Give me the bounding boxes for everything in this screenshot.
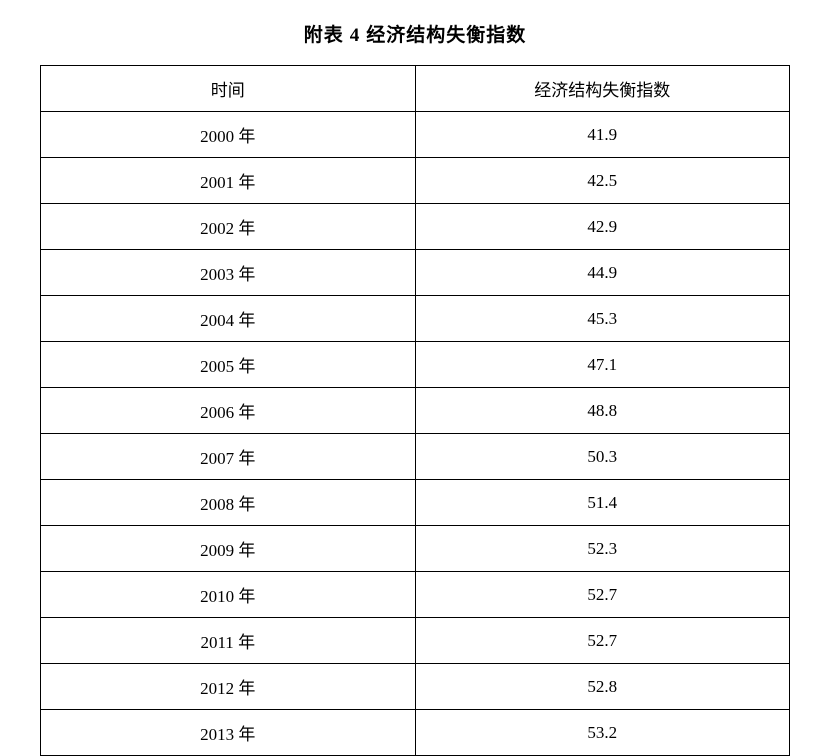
value-number: 52.8 (587, 677, 617, 696)
year-number: 2010 (200, 587, 234, 606)
value-number: 47.1 (587, 355, 617, 374)
value-number: 41.9 (587, 125, 617, 144)
cell-value: 44.9 (415, 250, 790, 296)
cell-year: 2003 年 (41, 250, 416, 296)
table-row: 2012 年 52.8 (41, 664, 790, 710)
year-suffix: 年 (234, 265, 255, 284)
year-suffix: 年 (234, 679, 255, 698)
cell-year: 2000 年 (41, 112, 416, 158)
table-row: 2003 年 44.9 (41, 250, 790, 296)
year-suffix: 年 (234, 449, 255, 468)
cell-value: 52.8 (415, 664, 790, 710)
cell-value: 51.4 (415, 480, 790, 526)
year-suffix: 年 (234, 219, 255, 238)
cell-year: 2002 年 (41, 204, 416, 250)
year-number: 2013 (200, 725, 234, 744)
year-suffix: 年 (234, 357, 255, 376)
cell-value: 52.3 (415, 526, 790, 572)
year-number: 2005 (200, 357, 234, 376)
value-number: 42.5 (587, 171, 617, 190)
cell-year: 2004 年 (41, 296, 416, 342)
year-number: 2002 (200, 219, 234, 238)
cell-year: 2005 年 (41, 342, 416, 388)
value-number: 50.3 (587, 447, 617, 466)
table-row: 2004 年 45.3 (41, 296, 790, 342)
year-number: 2001 (200, 173, 234, 192)
table-row: 2006 年 48.8 (41, 388, 790, 434)
cell-year: 2001 年 (41, 158, 416, 204)
table-title: 附表 4经济结构失衡指数 (40, 20, 790, 47)
cell-value: 42.9 (415, 204, 790, 250)
cell-value: 47.1 (415, 342, 790, 388)
cell-value: 50.3 (415, 434, 790, 480)
cell-year: 2013 年 (41, 710, 416, 756)
year-number: 2000 (200, 127, 234, 146)
year-suffix: 年 (234, 495, 255, 514)
table-row: 2013 年 53.2 (41, 710, 790, 756)
value-number: 51.4 (587, 493, 617, 512)
table-row: 2007 年 50.3 (41, 434, 790, 480)
year-number: 2003 (200, 265, 234, 284)
value-number: 45.3 (587, 309, 617, 328)
year-suffix: 年 (234, 541, 255, 560)
value-number: 42.9 (587, 217, 617, 236)
year-number: 2004 (200, 311, 234, 330)
year-suffix: 年 (234, 127, 255, 146)
value-number: 52.7 (587, 631, 617, 650)
year-suffix: 年 (234, 311, 255, 330)
value-number: 48.8 (587, 401, 617, 420)
cell-value: 53.2 (415, 710, 790, 756)
cell-year: 2008 年 (41, 480, 416, 526)
cell-year: 2012 年 (41, 664, 416, 710)
year-number: 2009 (200, 541, 234, 560)
table-row: 2002 年 42.9 (41, 204, 790, 250)
year-suffix: 年 (234, 725, 255, 744)
year-number: 2006 (200, 403, 234, 422)
table-row: 2010 年 52.7 (41, 572, 790, 618)
table-row: 2000 年 41.9 (41, 112, 790, 158)
cell-year: 2009 年 (41, 526, 416, 572)
year-suffix: 年 (234, 633, 255, 652)
cell-value: 41.9 (415, 112, 790, 158)
table-header-row: 时间 经济结构失衡指数 (41, 66, 790, 112)
table-row: 2009 年 52.3 (41, 526, 790, 572)
cell-value: 52.7 (415, 572, 790, 618)
cell-year: 2011 年 (41, 618, 416, 664)
column-header-index: 经济结构失衡指数 (415, 66, 790, 112)
year-suffix: 年 (234, 403, 255, 422)
year-number: 2012 (200, 679, 234, 698)
cell-value: 45.3 (415, 296, 790, 342)
year-number: 2007 (200, 449, 234, 468)
cell-year: 2010 年 (41, 572, 416, 618)
year-suffix: 年 (234, 173, 255, 192)
table-row: 2008 年 51.4 (41, 480, 790, 526)
value-number: 44.9 (587, 263, 617, 282)
data-table: 时间 经济结构失衡指数 2000 年 41.9 2001 年 42.5 2002 年 42… (40, 65, 790, 756)
value-number: 53.2 (587, 723, 617, 742)
table-row: 2001 年 42.5 (41, 158, 790, 204)
cell-value: 48.8 (415, 388, 790, 434)
title-text: 经济结构失衡指数 (366, 25, 526, 46)
cell-value: 42.5 (415, 158, 790, 204)
value-number: 52.7 (587, 585, 617, 604)
year-number: 2011 (200, 633, 233, 652)
column-header-time: 时间 (41, 66, 416, 112)
title-number: 4 (350, 25, 361, 46)
cell-year: 2006 年 (41, 388, 416, 434)
cell-value: 52.7 (415, 618, 790, 664)
value-number: 52.3 (587, 539, 617, 558)
year-number: 2008 (200, 495, 234, 514)
year-suffix: 年 (234, 587, 255, 606)
title-prefix: 附表 (304, 25, 344, 46)
table-row: 2011 年 52.7 (41, 618, 790, 664)
table-row: 2005 年 47.1 (41, 342, 790, 388)
cell-year: 2007 年 (41, 434, 416, 480)
